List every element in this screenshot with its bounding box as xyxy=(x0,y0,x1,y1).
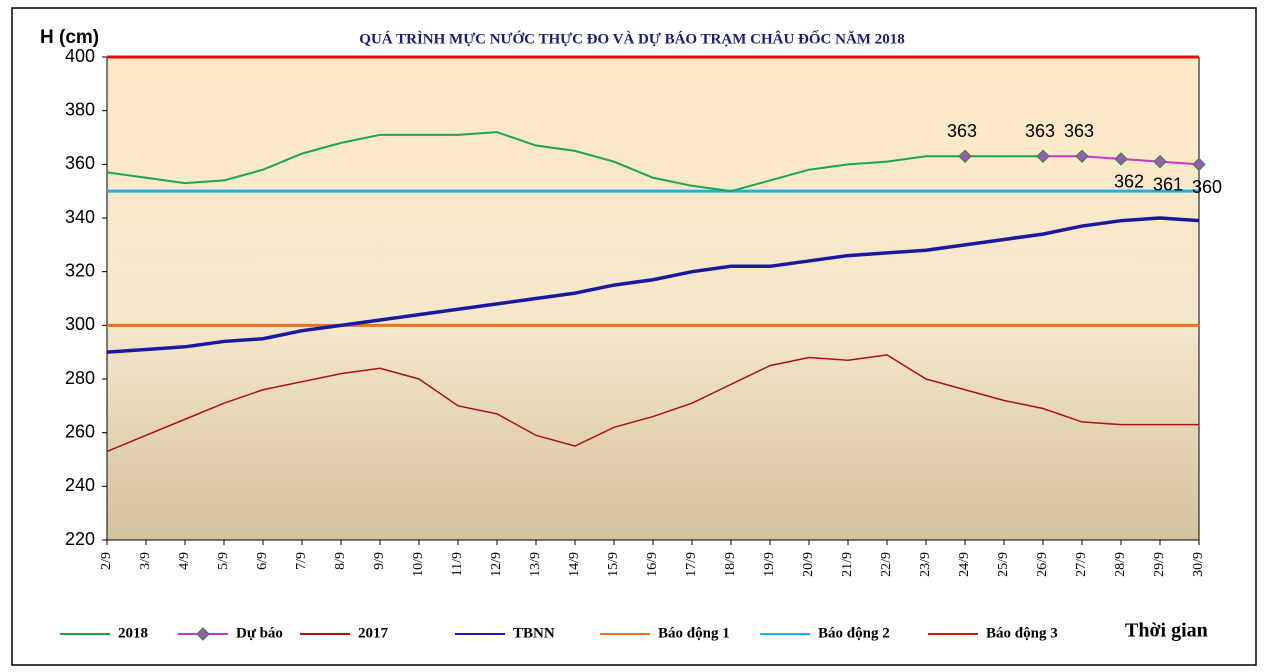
x-tick-label: 5/9 xyxy=(216,552,231,570)
legend-label: 2018 xyxy=(118,625,148,641)
x-tick-label: 6/9 xyxy=(255,552,270,570)
x-tick-label: 3/9 xyxy=(138,552,153,570)
x-tick-label: 20/9 xyxy=(801,552,816,577)
legend-label: Báo động 3 xyxy=(986,625,1058,641)
x-tick-label: 2/9 xyxy=(99,552,114,570)
x-tick-label: 22/9 xyxy=(879,552,894,577)
data-label: 362 xyxy=(1114,172,1144,192)
x-tick-label: 27/9 xyxy=(1074,552,1089,577)
x-tick-label: 12/9 xyxy=(489,552,504,577)
y-tick-label: 220 xyxy=(65,529,95,549)
forecast-marker xyxy=(958,149,972,163)
x-tick-label: 15/9 xyxy=(606,552,621,577)
x-tick-label: 16/9 xyxy=(645,552,660,577)
legend-label: 2017 xyxy=(358,625,389,641)
y-tick-label: 240 xyxy=(65,475,95,495)
forecast-marker xyxy=(1075,149,1089,163)
y-tick-label: 300 xyxy=(65,314,95,334)
data-label: 363 xyxy=(1064,121,1094,141)
x-tick-label: 21/9 xyxy=(840,552,855,577)
x-tick-label: 13/9 xyxy=(528,552,543,577)
x-tick-label: 23/9 xyxy=(918,552,933,577)
legend-marker xyxy=(196,627,210,641)
x-tick-label: 30/9 xyxy=(1191,552,1206,577)
legend-label: Báo động 1 xyxy=(658,625,730,641)
plot-area xyxy=(107,57,1199,540)
x-tick-label: 17/9 xyxy=(684,552,699,577)
x-tick-label: 7/9 xyxy=(294,552,309,570)
y-tick-label: 320 xyxy=(65,260,95,280)
series-line xyxy=(106,131,1043,193)
forecast-marker xyxy=(1153,154,1167,169)
x-axis-label: Thời gian xyxy=(1125,620,1208,642)
x-tick-label: 4/9 xyxy=(177,552,192,570)
y-tick-label: 360 xyxy=(65,153,95,173)
y-tick-label: 400 xyxy=(65,46,95,66)
x-tick-label: 19/9 xyxy=(762,552,777,577)
x-tick-label: 26/9 xyxy=(1035,552,1050,577)
series-line xyxy=(106,354,1199,453)
x-tick-label: 18/9 xyxy=(723,552,738,577)
data-label: 363 xyxy=(947,121,977,141)
x-tick-label: 8/9 xyxy=(333,552,348,570)
x-tick-label: 24/9 xyxy=(957,552,972,577)
x-tick-label: 14/9 xyxy=(567,552,582,577)
data-label: 361 xyxy=(1153,174,1183,194)
forecast-marker xyxy=(1192,157,1206,172)
series-line xyxy=(106,216,1200,354)
forecast-marker xyxy=(1036,149,1050,163)
legend-label: TBNN xyxy=(513,625,555,641)
legend-label: Dự báo xyxy=(236,625,283,641)
y-axis-label: H (cm) xyxy=(40,27,99,48)
x-tick-label: 29/9 xyxy=(1152,552,1167,577)
x-tick-label: 11/9 xyxy=(450,552,465,576)
x-tick-label: 9/9 xyxy=(372,552,387,570)
y-tick-label: 380 xyxy=(65,99,95,119)
y-tick-label: 340 xyxy=(65,207,95,227)
y-tick-label: 260 xyxy=(65,421,95,441)
y-tick-label: 280 xyxy=(65,368,95,388)
forecast-marker xyxy=(1114,152,1128,166)
data-label: 363 xyxy=(1025,121,1055,141)
data-label: 360 xyxy=(1192,177,1222,197)
legend-label: Báo động 2 xyxy=(818,625,890,641)
x-tick-label: 28/9 xyxy=(1113,552,1128,577)
x-tick-label: 10/9 xyxy=(411,552,426,577)
chart-title: QUÁ TRÌNH MỰC NƯỚC THỰC ĐO VÀ DỰ BÁO TRẠ… xyxy=(359,29,904,47)
x-tick-label: 25/9 xyxy=(996,552,1011,577)
